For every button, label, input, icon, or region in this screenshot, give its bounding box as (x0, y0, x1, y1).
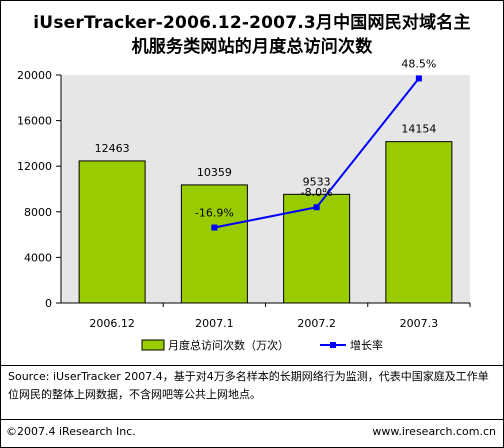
legend-line-label: 增长率 (350, 338, 383, 352)
source-divider (1, 365, 503, 366)
bar-data-label: 14154 (401, 123, 436, 136)
y-tick-label: 0 (45, 297, 52, 310)
y-tick-label: 8000 (24, 206, 52, 219)
y-tick-label: 12000 (17, 160, 52, 173)
copyright-text: ©2007.4 iResearch Inc. (6, 425, 136, 438)
legend-bar-label: 月度总访问次数（万次） (168, 338, 289, 352)
bar (283, 193, 351, 304)
y-tick-label: 4000 (24, 251, 52, 264)
growth-data-label: 48.5% (401, 57, 436, 70)
bar (385, 141, 453, 304)
website-link[interactable]: www.iresearch.com.cn (372, 425, 496, 438)
x-tick-label: 2007.3 (400, 317, 439, 330)
y-tick-label: 20000 (17, 69, 52, 82)
legend: 月度总访问次数（万次） 增长率 (141, 338, 383, 352)
x-tick-label: 2007.2 (297, 317, 336, 330)
y-tick-label: 16000 (17, 115, 52, 128)
x-tick-label: 2007.1 (195, 317, 234, 330)
growth-point (313, 204, 320, 211)
chart-title-line2: 机服务类网站的月度总访问次数 (131, 37, 373, 57)
legend-line-marker (330, 342, 336, 348)
x-tick-label: 2006.12 (89, 317, 135, 330)
growth-point (211, 224, 218, 231)
bar-data-label: 12463 (95, 142, 130, 155)
growth-point (415, 75, 422, 82)
source-note: Source: iUserTracker 2007.4，基于对4万多名样本的长期… (8, 370, 489, 401)
bars-layer: 12463 10359 9533 14154 (78, 123, 453, 304)
growth-data-label: -8.0% (301, 186, 333, 199)
growth-line-layer: -16.9% -8.0% 48.5% (195, 57, 436, 231)
growth-data-label: -16.9% (195, 207, 234, 220)
bar-data-label: 10359 (197, 166, 232, 179)
chart-title-line1: iUserTracker-2006.12-2007.3月中国网民对域名主 (33, 13, 471, 33)
bar (180, 184, 248, 304)
legend-bar-swatch (141, 339, 165, 351)
bar (78, 160, 146, 304)
x-axis: 2006.12 2007.1 2007.2 2007.3 (89, 303, 471, 330)
footer-divider (1, 419, 503, 420)
bar-data-label: 9533 (303, 175, 331, 188)
